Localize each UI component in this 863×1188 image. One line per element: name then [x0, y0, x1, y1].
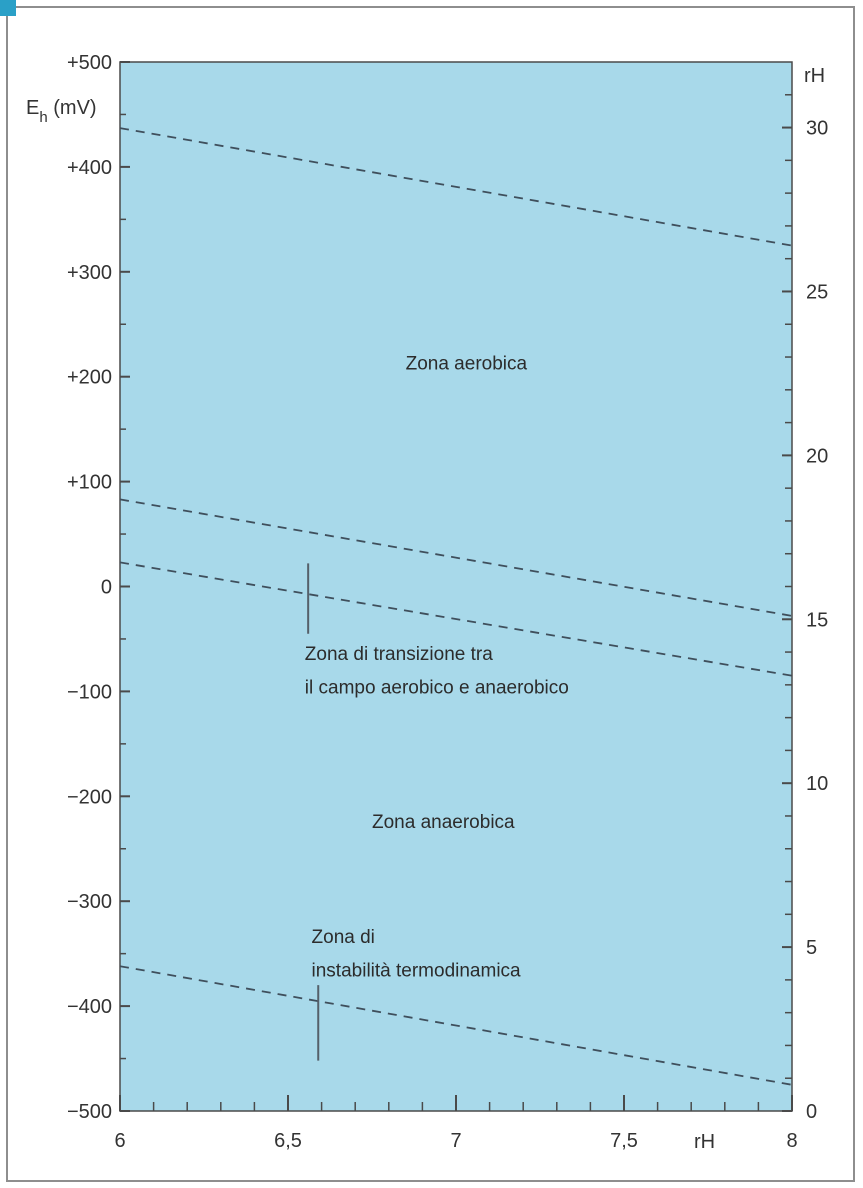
plot-area: [119, 61, 793, 1112]
y2-tick-label: 20: [806, 445, 828, 467]
y-tick-label: +300: [67, 262, 112, 284]
y-tick-label: 0: [101, 577, 112, 599]
y-axis-title-sub: h: [39, 109, 47, 126]
zone-label-2: Zona di transizione tra: [305, 644, 493, 665]
y2-tick-label: 30: [806, 118, 828, 140]
y-axis-title: Eh (mV): [26, 97, 97, 126]
y-axis-title-main: E: [26, 97, 39, 119]
x-axis-title: rH: [694, 1131, 715, 1153]
y2-tick-label: 10: [806, 773, 828, 795]
y-tick-label: −300: [67, 891, 112, 913]
x-tick-label: 6,5: [274, 1130, 302, 1152]
y2-axis-title: rH: [804, 65, 825, 87]
zone-label-6: instabilità termodinamica: [312, 961, 522, 982]
y-tick-label: −400: [67, 996, 112, 1018]
y-axis-title-unit: (mV): [48, 97, 97, 119]
y2-tick-label: 0: [806, 1101, 817, 1123]
zone-label-1: Zona aerobica: [406, 353, 528, 374]
x-tick-label: 7,5: [610, 1130, 638, 1152]
y2-tick-label: 15: [806, 609, 828, 631]
y-tick-label: −100: [67, 681, 112, 703]
y-tick-label: +400: [67, 157, 112, 179]
y-tick-label: +500: [67, 52, 112, 74]
boundary-line-1: [119, 127, 793, 247]
y-tick-label: +100: [67, 472, 112, 494]
boundary-line-2: [119, 498, 793, 617]
x-tick-label: 8: [786, 1130, 797, 1152]
y2-tick-label: 5: [806, 937, 817, 959]
chart-marks: +500 +400 +300 +200 +100 0 −100 −200 −300 −400 −50…: [67, 52, 828, 1152]
corner-marker: [0, 0, 16, 16]
y-tick-label: +200: [67, 367, 112, 389]
boundary-line-4: [119, 965, 793, 1086]
zone-label-4: Zona anaerobica: [372, 812, 515, 833]
y-tick-label: −500: [67, 1101, 112, 1123]
y-tick-label: −200: [67, 786, 112, 808]
boundary-line-3: [119, 561, 793, 677]
zone-label-3: il campo aerobico e anaerobico: [305, 677, 569, 698]
zone-label-5: Zona di: [312, 927, 375, 948]
y2-tick-label: 25: [806, 281, 828, 303]
x-tick-label: 6: [114, 1130, 125, 1152]
x-tick-label: 7: [450, 1130, 461, 1152]
